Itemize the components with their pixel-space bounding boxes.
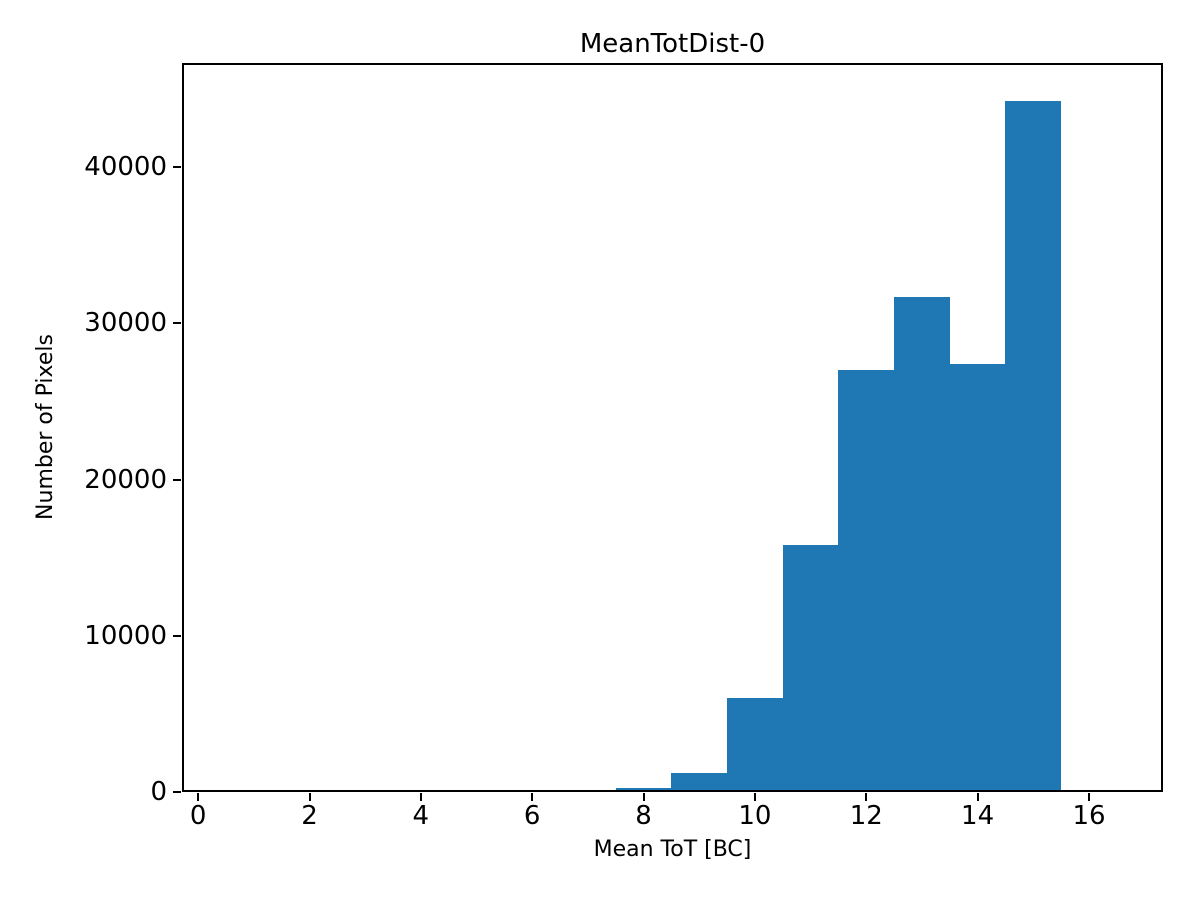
x-tick-label: 14 <box>961 801 995 831</box>
x-tick-mark <box>197 793 200 801</box>
x-tick-label: 4 <box>412 801 430 831</box>
y-tick-mark <box>173 322 181 325</box>
histogram-bar <box>782 545 839 792</box>
y-tick-mark <box>173 165 181 168</box>
y-tick-label: 40000 <box>84 151 167 182</box>
x-tick-label: 8 <box>635 801 652 831</box>
x-tick-label: 10 <box>738 801 772 831</box>
x-tick-mark <box>865 793 868 801</box>
x-tick-label: 12 <box>849 801 883 831</box>
x-tick-mark <box>308 793 311 801</box>
histogram-bar <box>894 296 950 792</box>
x-axis-label: Mean ToT [BC] <box>593 837 752 862</box>
x-tick-label: 16 <box>1072 801 1106 831</box>
x-tick-label: 6 <box>523 801 541 831</box>
histogram-bar <box>838 370 895 792</box>
histogram-bar <box>949 363 1006 792</box>
y-tick-mark <box>173 478 181 481</box>
x-tick-mark <box>1088 793 1090 801</box>
y-tick-mark <box>173 791 181 793</box>
x-tick-mark <box>531 793 534 801</box>
x-tick-label: 2 <box>301 801 318 831</box>
x-tick-mark <box>976 793 979 801</box>
histogram-bar <box>615 788 672 792</box>
histogram-bar <box>1005 101 1062 792</box>
y-tick-label: 0 <box>150 777 167 807</box>
y-tick-label: 20000 <box>84 464 167 495</box>
histogram-bar <box>727 698 783 792</box>
x-tick-mark <box>753 793 756 801</box>
y-tick-label: 10000 <box>84 620 167 651</box>
chart-title: MeanTotDist-0 <box>579 29 766 59</box>
y-tick-label: 30000 <box>84 308 167 339</box>
x-tick-mark <box>642 793 645 801</box>
x-tick-label: 0 <box>189 801 207 831</box>
y-tick-mark <box>173 634 181 637</box>
histogram-bar <box>671 772 728 792</box>
y-axis-label: Number of Pixels <box>32 334 58 520</box>
x-tick-mark <box>419 793 422 801</box>
